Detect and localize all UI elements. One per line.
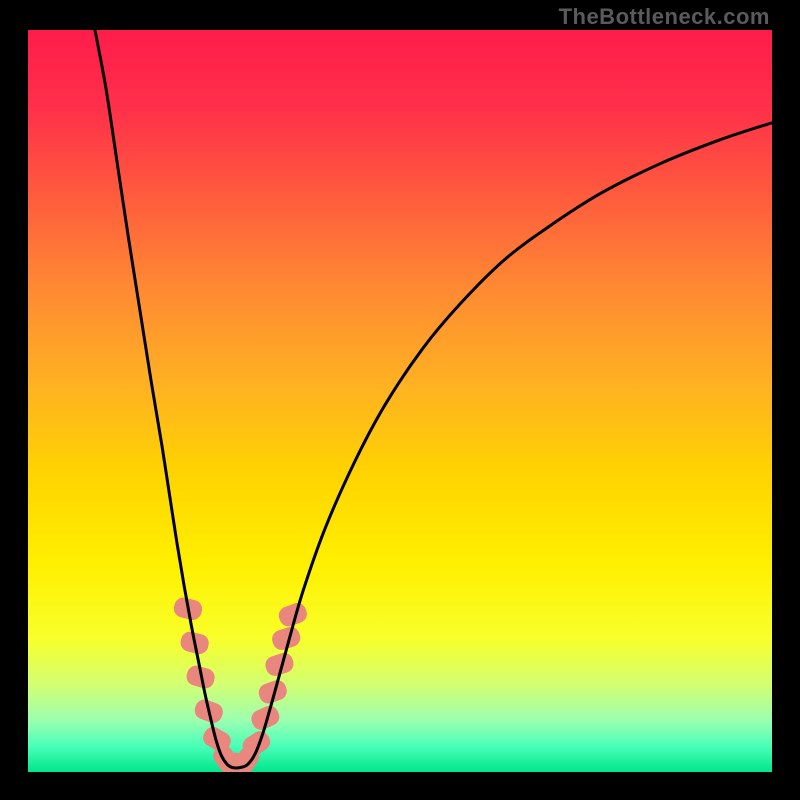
frame-border-left bbox=[0, 0, 28, 800]
plot-area bbox=[28, 30, 772, 772]
chart-svg bbox=[28, 30, 772, 772]
watermark-text: TheBottleneck.com bbox=[559, 4, 770, 30]
frame-border-bottom bbox=[0, 772, 800, 800]
frame-border-right bbox=[772, 0, 800, 800]
chart-background bbox=[28, 30, 772, 772]
